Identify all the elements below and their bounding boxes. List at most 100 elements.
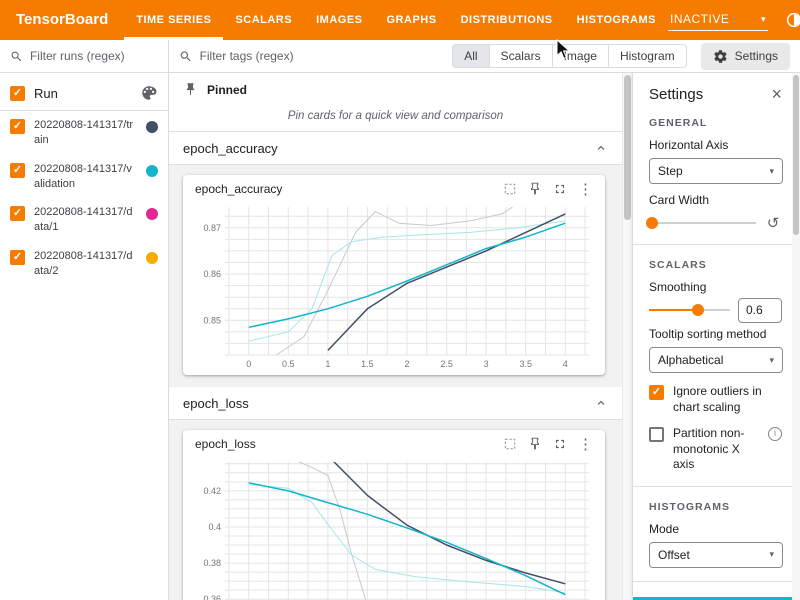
tag-toolbar: All Scalars Image Histogram Settings	[169, 40, 800, 73]
run-color-dot[interactable]	[146, 208, 158, 220]
reload-status-select[interactable]: INACTIVE ▾	[668, 9, 768, 31]
fullscreen-icon[interactable]	[553, 437, 567, 451]
tab-time-series[interactable]: TIME SERIES	[124, 0, 223, 40]
close-icon[interactable]: ×	[771, 85, 782, 103]
reset-icon[interactable]: ↺	[764, 216, 782, 231]
filter-all-button[interactable]: All	[452, 44, 489, 68]
dark-mode-toggle-button[interactable]	[780, 6, 800, 34]
run-checkbox[interactable]	[10, 250, 25, 265]
run-row-data-2[interactable]: 20220808-141317/data/2	[0, 242, 168, 286]
run-row-validation[interactable]: 20220808-141317/validation	[0, 155, 168, 199]
svg-text:0.36: 0.36	[203, 594, 221, 600]
svg-text:0.86: 0.86	[203, 269, 221, 279]
main-scrollbar[interactable]	[622, 73, 632, 600]
gear-icon	[713, 49, 728, 64]
svg-text:1: 1	[325, 359, 330, 369]
histogram-mode-value: Offset	[658, 548, 690, 562]
search-icon	[10, 49, 23, 64]
tag-filter-row	[179, 49, 394, 64]
run-row-train[interactable]: 20220808-141317/train	[0, 111, 168, 155]
scrollbar-thumb[interactable]	[793, 75, 799, 235]
run-color-dot[interactable]	[146, 252, 158, 264]
smoothing-label: Smoothing	[649, 280, 782, 294]
smoothing-slider[interactable]	[649, 302, 730, 318]
tooltip-sorting-select[interactable]: Alphabetical ▾	[649, 347, 783, 373]
card-actions: ⋮	[503, 437, 593, 452]
info-icon[interactable]: i	[768, 427, 782, 441]
scrollbar-thumb[interactable]	[624, 75, 631, 220]
tab-distributions[interactable]: DISTRIBUTIONS	[449, 0, 565, 40]
chevron-up-icon[interactable]	[594, 396, 608, 410]
pinned-section: Pinned Pin cards for a quick view and co…	[169, 73, 622, 132]
settings-panel-header: Settings ×	[649, 85, 782, 103]
card-actions: ⋮	[503, 182, 593, 197]
card-title: epoch_accuracy	[195, 182, 282, 196]
histogram-mode-select[interactable]: Offset ▾	[649, 542, 783, 568]
more-options-icon[interactable]: ⋮	[578, 182, 593, 197]
fit-to-data-icon[interactable]	[503, 437, 517, 451]
main-tabs: TIME SERIES SCALARS IMAGES GRAPHS DISTRI…	[124, 0, 668, 40]
divider	[633, 244, 800, 245]
filter-image-button[interactable]: Image	[552, 44, 609, 68]
run-name: 20220808-141317/train	[34, 118, 137, 148]
section-body-epoch-accuracy: epoch_accuracy ⋮ 00.511.522.533.540.850.…	[169, 165, 622, 387]
divider	[633, 486, 800, 487]
select-all-runs-checkbox[interactable]	[10, 86, 25, 101]
half-circle-icon	[785, 11, 800, 29]
panel-scrollbar[interactable]	[792, 73, 800, 600]
filter-scalars-button[interactable]: Scalars	[489, 44, 553, 68]
svg-text:0: 0	[246, 359, 251, 369]
card-width-row: ↺	[649, 215, 782, 231]
ignore-outliers-checkbox[interactable]	[649, 385, 664, 400]
horizontal-axis-select[interactable]: Step ▾	[649, 158, 783, 184]
card-title: epoch_loss	[195, 437, 256, 451]
histograms-heading: HISTOGRAMS	[649, 501, 782, 513]
general-heading: GENERAL	[649, 117, 782, 129]
cards-column: Pinned Pin cards for a quick view and co…	[169, 73, 622, 600]
ignore-outliers-row[interactable]: Ignore outliers in chart scaling	[649, 384, 782, 415]
fullscreen-icon[interactable]	[553, 182, 567, 196]
card-width-label: Card Width	[649, 193, 782, 207]
tooltip-sorting-value: Alphabetical	[658, 353, 723, 367]
run-row-data-1[interactable]: 20220808-141317/data/1	[0, 198, 168, 242]
runs-header-row: Run	[0, 73, 168, 110]
section-header-epoch-accuracy[interactable]: epoch_accuracy	[169, 132, 622, 165]
section-header-epoch-loss[interactable]: epoch_loss	[169, 387, 622, 420]
run-checkbox[interactable]	[10, 119, 25, 134]
palette-icon[interactable]	[140, 84, 158, 102]
accuracy-chart[interactable]: 00.511.522.533.540.850.860.87	[191, 201, 597, 373]
histogram-mode-label: Mode	[649, 522, 782, 536]
partition-x-axis-label: Partition non-monotonic X axis	[673, 426, 759, 473]
svg-text:0.5: 0.5	[282, 359, 295, 369]
more-options-icon[interactable]: ⋮	[578, 437, 593, 452]
tensorboard-app: TensorBoard TIME SERIES SCALARS IMAGES G…	[0, 0, 800, 600]
pin-outline-icon[interactable]	[528, 437, 542, 451]
card-width-slider[interactable]	[649, 215, 756, 231]
fit-to-data-icon[interactable]	[503, 182, 517, 196]
chevron-up-icon[interactable]	[594, 141, 608, 155]
svg-text:0.4: 0.4	[208, 522, 221, 532]
filter-histogram-button[interactable]: Histogram	[608, 44, 687, 68]
run-name: 20220808-141317/validation	[34, 162, 137, 192]
run-color-dot[interactable]	[146, 121, 158, 133]
tab-graphs[interactable]: GRAPHS	[375, 0, 449, 40]
settings-panel-title: Settings	[649, 86, 771, 103]
partition-x-axis-checkbox[interactable]	[649, 427, 664, 442]
run-checkbox[interactable]	[10, 163, 25, 178]
partition-x-axis-row[interactable]: Partition non-monotonic X axis i	[649, 426, 782, 473]
run-color-dot[interactable]	[146, 165, 158, 177]
run-checkbox[interactable]	[10, 206, 25, 221]
tag-filter-input[interactable]	[200, 49, 394, 63]
loss-chart[interactable]: 00.511.522.533.540.360.380.40.42	[191, 456, 597, 600]
tab-scalars[interactable]: SCALARS	[223, 0, 304, 40]
smoothing-input[interactable]	[738, 298, 782, 323]
horizontal-axis-value: Step	[658, 164, 683, 178]
tag-type-filter-group: All Scalars Image Histogram	[452, 44, 686, 68]
tab-images[interactable]: IMAGES	[304, 0, 374, 40]
tab-histograms[interactable]: HISTOGRAMS	[565, 0, 668, 40]
search-icon	[179, 49, 193, 64]
pin-outline-icon[interactable]	[528, 182, 542, 196]
open-settings-button[interactable]: Settings	[701, 43, 790, 70]
run-filter-input[interactable]	[30, 49, 158, 63]
chevron-down-icon: ▾	[761, 14, 766, 25]
